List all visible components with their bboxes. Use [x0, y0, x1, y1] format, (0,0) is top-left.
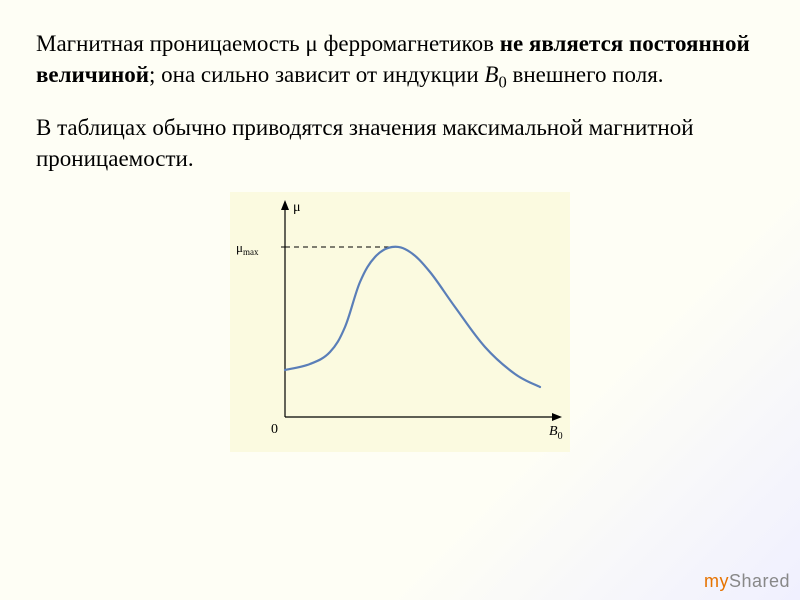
svg-text:μmax: μmax	[236, 240, 259, 257]
watermark-my: my	[704, 571, 729, 591]
p1-variable-B: B	[484, 62, 498, 87]
svg-text:0: 0	[271, 422, 278, 437]
watermark: myShared	[704, 571, 790, 592]
p1-text-c: ; она сильно зависит от индукции	[149, 62, 484, 87]
svg-text:μ: μ	[293, 200, 301, 215]
p1-text-a: Магнитная проницаемость μ ферромагнетико…	[36, 31, 500, 56]
p1-subscript-0: 0	[498, 73, 506, 92]
p2-text: В таблицах обычно приводятся значения ма…	[36, 115, 694, 171]
watermark-shared: Shared	[729, 571, 790, 591]
paragraph-2: В таблицах обычно приводятся значения ма…	[36, 112, 764, 174]
p1-text-f: внешнего поля.	[507, 62, 664, 87]
chart-container: 0 μ μmax B0	[36, 192, 764, 452]
slide-content: Магнитная проницаемость μ ферромагнетико…	[0, 0, 800, 480]
permeability-chart: 0 μ μmax B0	[230, 192, 570, 452]
chart-svg: 0 μ μmax B0	[230, 192, 570, 452]
svg-text:B0: B0	[549, 424, 563, 442]
paragraph-1: Магнитная проницаемость μ ферромагнетико…	[36, 28, 764, 94]
